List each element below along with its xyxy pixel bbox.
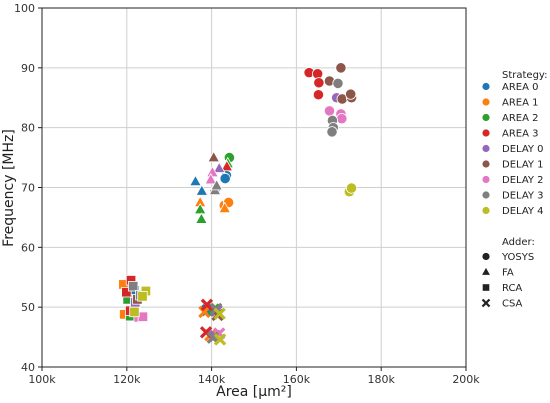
point-area-3-csa — [200, 298, 214, 311]
point-area-2-fa — [195, 212, 208, 224]
legend-label: AREA 2 — [502, 113, 539, 124]
legend-label: AREA 0 — [502, 82, 539, 93]
x-tick-label: 160k — [283, 373, 311, 386]
point-area-0-yosys — [219, 172, 231, 185]
x-tick-label: 120k — [113, 373, 141, 386]
legend-label: DELAY 2 — [502, 175, 544, 186]
point-area-3-fa — [220, 159, 234, 172]
legend-adder-entries: YOSYS FA RCA CSA — [481, 252, 534, 310]
point-delay-1-yosys — [345, 88, 357, 100]
legend-label: RCA — [502, 283, 522, 294]
legend-marker-rca — [482, 284, 490, 291]
point-area-0-fa — [189, 174, 202, 187]
y-axis-label: Frequency [MHz] — [1, 129, 17, 247]
legend-label: AREA 1 — [502, 98, 539, 109]
legend-strategy-title: Strategy: — [502, 70, 548, 81]
legend: Strategy: AREA 0 AREA 1 AREA 2 AREA 3 DELAY … — [481, 70, 548, 310]
legend-marker-area-2 — [482, 113, 490, 122]
grid-lines — [41, 7, 467, 368]
legend-marker-delay-0 — [482, 144, 490, 153]
legend-label: FA — [502, 268, 514, 279]
point-delay-2-fa — [204, 172, 218, 185]
legend-marker-area-0 — [482, 82, 490, 91]
point-delay-4-csa — [213, 333, 227, 346]
data-points — [118, 62, 358, 346]
legend-marker-delay-4 — [482, 206, 490, 215]
y-tick-label: 100 — [14, 2, 35, 15]
y-tick-label: 50 — [21, 301, 35, 314]
x-tick-label: 200k — [452, 373, 480, 386]
legend-marker-area-1 — [482, 98, 490, 106]
legend-marker-delay-2 — [482, 175, 490, 184]
point-delay-4-yosys — [345, 182, 358, 194]
point-delay-1-fa — [207, 150, 221, 163]
x-tick-label: 100k — [28, 373, 56, 386]
point-delay-3-yosys — [326, 126, 338, 138]
y-tick-label: 90 — [21, 62, 35, 75]
x-axis-ticks: 100k 120k 140k 160k 180k 200k — [28, 367, 480, 386]
point-delay-4-csa — [213, 307, 226, 320]
legend-label: DELAY 1 — [502, 160, 544, 171]
point-delay-2-yosys — [323, 105, 336, 117]
point-area-1-fa — [218, 201, 232, 214]
legend-label: DELAY 4 — [502, 206, 544, 217]
point-delay-4-rca — [137, 291, 148, 302]
legend-marker-delay-3 — [482, 191, 490, 199]
point-area-3-yosys — [313, 77, 325, 89]
point-area-0-fa — [195, 184, 209, 196]
point-delay-3-rca — [127, 281, 139, 292]
x-axis-label: Area [µm²] — [216, 384, 292, 400]
x-tick-label: 180k — [368, 373, 396, 386]
point-area-3-rca — [121, 287, 132, 298]
point-area-3-yosys — [312, 89, 325, 101]
point-area-2-fa — [193, 202, 207, 215]
legend-marker-fa — [482, 267, 490, 275]
x-tick-label: 140k — [198, 373, 226, 386]
legend-marker-area-3 — [482, 129, 490, 137]
legend-label: DELAY 0 — [502, 144, 544, 155]
point-delay-3-fa — [210, 178, 224, 191]
legend-strategy-entries: AREA 0 AREA 1 AREA 2 AREA 3 DELAY 0 DELAY 1 DE… — [482, 82, 544, 217]
legend-label: AREA 3 — [502, 129, 539, 140]
point-delay-0-fa — [212, 161, 226, 173]
point-delay-1-yosys — [335, 62, 347, 74]
legend-label: CSA — [502, 299, 523, 310]
legend-label: YOSYS — [501, 252, 534, 263]
point-delay-2-yosys — [336, 113, 348, 125]
y-tick-label: 80 — [21, 122, 35, 135]
legend-marker-csa — [481, 298, 491, 308]
y-tick-label: 60 — [21, 241, 35, 254]
y-tick-label: 70 — [21, 182, 35, 195]
legend-marker-yosys — [482, 252, 490, 261]
legend-label: DELAY 3 — [502, 191, 544, 202]
point-delay-3-yosys — [332, 77, 344, 89]
point-delay-4-rca — [129, 306, 140, 318]
legend-marker-delay-1 — [482, 160, 490, 168]
y-tick-label: 40 — [21, 361, 35, 374]
legend-adder-title: Adder: — [502, 237, 535, 248]
y-axis-ticks: 40 50 60 70 80 90 100 — [14, 2, 42, 374]
